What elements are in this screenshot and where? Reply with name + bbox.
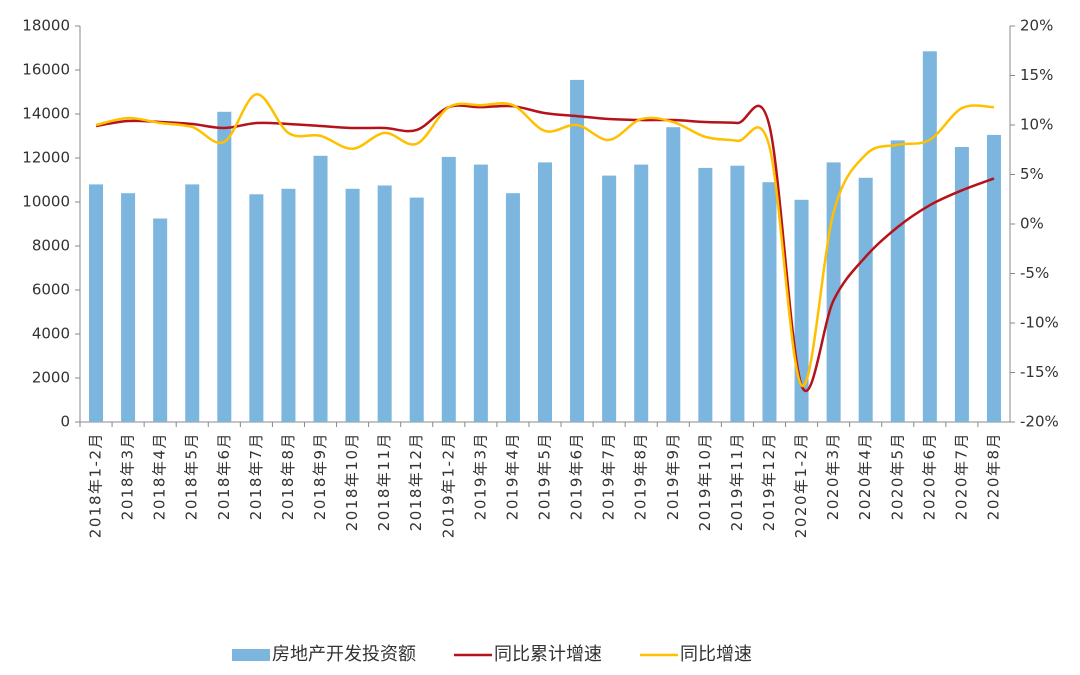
- bar: [634, 164, 649, 422]
- x-tick-label: 2019年4月: [503, 432, 521, 520]
- legend: 房地产开发投资额 同比累计增速 同比增速: [232, 644, 752, 665]
- bar: [217, 111, 232, 423]
- y-tick-label: 10000: [22, 193, 70, 211]
- line: [95, 93, 995, 387]
- x-tick-label: 2019年5月: [536, 432, 554, 520]
- line: [95, 104, 995, 393]
- x-tick-label: 2019年1-2月: [439, 432, 457, 538]
- x-tick-label: 2020年6月: [920, 432, 938, 520]
- x-tick-label: 2018年7月: [247, 432, 265, 520]
- x-tick-label: 2019年12月: [760, 432, 778, 531]
- x-tick-label: 2018年5月: [183, 432, 201, 520]
- x-tick-label: 2019年11月: [728, 432, 746, 531]
- bar: [505, 193, 520, 422]
- y-tick-label: 0: [60, 413, 70, 431]
- bar: [570, 79, 585, 423]
- bar: [345, 188, 360, 422]
- bar: [922, 51, 937, 423]
- x-tick-label: 2018年1-2月: [87, 432, 105, 538]
- y-tick-label: 2000: [32, 369, 70, 387]
- x-tick-label: 2019年9月: [664, 432, 682, 520]
- bar: [281, 188, 296, 422]
- bar: [890, 140, 905, 422]
- x-tick-label: 2019年3月: [471, 432, 489, 520]
- y-tick-label: 14000: [22, 105, 70, 123]
- y-tick-label: 8000: [32, 237, 70, 255]
- x-tick-label: 2020年7月: [952, 432, 970, 520]
- bar: [185, 184, 200, 422]
- y2-tick-label: 20%: [1020, 17, 1053, 35]
- y2-tick-label: -10%: [1020, 314, 1059, 332]
- bar: [698, 167, 713, 422]
- bar: [602, 175, 617, 422]
- legend-label: 同比累计增速: [494, 644, 602, 665]
- x-tick-label: 2018年11月: [375, 432, 393, 531]
- x-tick-label: 2020年8月: [984, 432, 1002, 520]
- x-tick-label: 2020年5月: [888, 432, 906, 520]
- x-tick-label: 2018年10月: [343, 432, 361, 531]
- x-tick-label: 2018年3月: [119, 432, 137, 520]
- x-tick-label: 2019年6月: [568, 432, 586, 520]
- y-tick-label: 18000: [22, 17, 70, 35]
- bar: [441, 156, 456, 422]
- x-tick-label: 2020年3月: [824, 432, 842, 520]
- y2-tick-label: -20%: [1020, 413, 1059, 431]
- y2-tick-label: 0%: [1020, 215, 1044, 233]
- bar: [986, 134, 1001, 422]
- bar: [153, 218, 168, 422]
- x-tick-label: 2020年4月: [856, 432, 874, 520]
- x-tick-label: 2019年7月: [600, 432, 618, 520]
- bar: [377, 185, 392, 422]
- y-tick-label: 4000: [32, 325, 70, 343]
- y2-tick-label: -5%: [1020, 264, 1049, 282]
- x-tick-label: 2019年8月: [632, 432, 650, 520]
- bar: [954, 147, 969, 422]
- bar: [730, 165, 745, 422]
- x-tick-label: 2018年9月: [311, 432, 329, 520]
- bar: [121, 193, 136, 422]
- bar: [473, 164, 488, 422]
- bar: [313, 155, 328, 423]
- x-tick-label: 2018年12月: [407, 432, 425, 531]
- y2-tick-label: -15%: [1020, 363, 1059, 381]
- bar: [89, 184, 104, 422]
- y2-tick-label: 15%: [1020, 66, 1053, 84]
- bar: [666, 127, 681, 422]
- bar: [762, 182, 777, 422]
- legend-label: 同比增速: [680, 644, 752, 665]
- y-tick-label: 16000: [22, 61, 70, 79]
- x-tick-label: 2019年10月: [696, 432, 714, 531]
- y-tick-label: 6000: [32, 281, 70, 299]
- legend-swatch: [232, 649, 270, 661]
- bar: [538, 162, 552, 422]
- x-tick-label: 2018年4月: [151, 432, 169, 520]
- bar: [794, 199, 809, 422]
- x-tick-label: 2020年1-2月: [792, 432, 810, 538]
- y2-tick-label: 5%: [1020, 165, 1044, 183]
- legend-label: 房地产开发投资额: [272, 644, 416, 665]
- bar: [858, 177, 873, 422]
- bar: [409, 197, 424, 422]
- y-tick-label: 12000: [22, 149, 70, 167]
- y2-tick-label: 10%: [1020, 116, 1053, 134]
- x-tick-label: 2018年8月: [279, 432, 297, 520]
- bar: [249, 194, 264, 422]
- x-tick-label: 2018年6月: [215, 432, 233, 520]
